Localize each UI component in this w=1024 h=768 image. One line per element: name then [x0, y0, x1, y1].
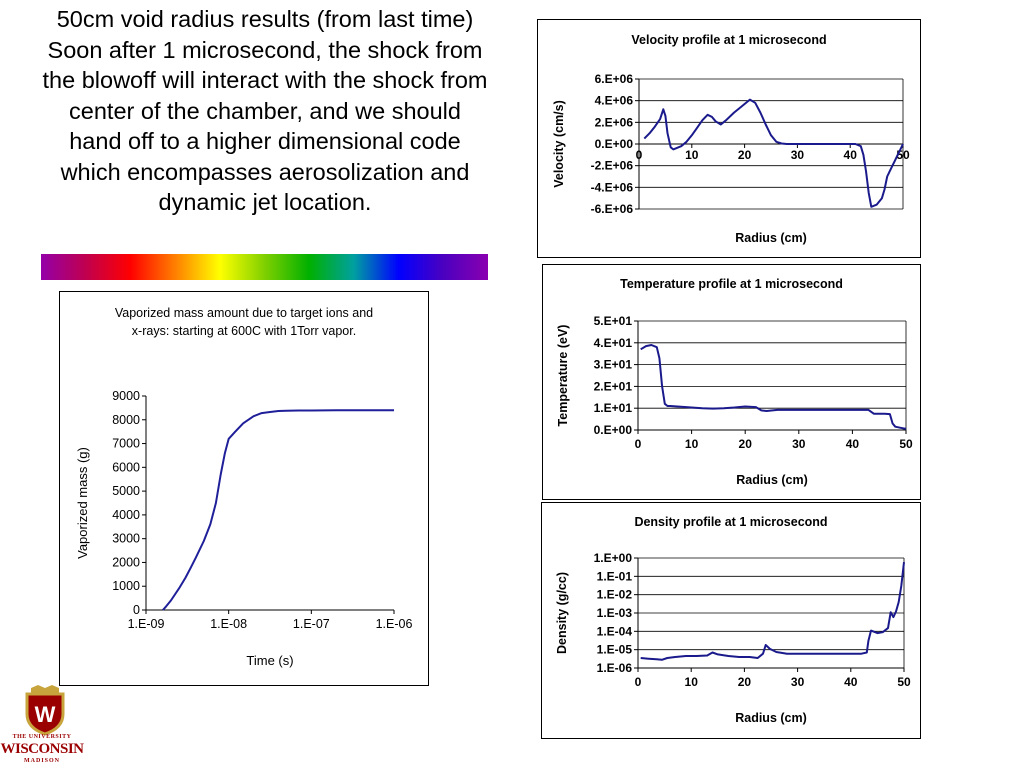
x-tick-label: 1.E-06	[376, 617, 413, 631]
density-chart-panel: Density profile at 1 microsecond 1.E+00 1.…	[541, 502, 921, 739]
x-tick-label: 30	[791, 675, 805, 689]
x-tick-label: 10	[685, 437, 699, 451]
x-axis-label: Time (s)	[246, 653, 293, 668]
chart-title: Vaporized mass amount due to target ions…	[115, 306, 373, 338]
x-tick-label: 20	[739, 437, 753, 451]
y-tick-label: 1.E-05	[597, 643, 633, 657]
x-tick-label: 40	[844, 148, 858, 162]
x-tick-label: 30	[792, 437, 806, 451]
velocity-chart-panel: Velocity profile at 1 microsecond 6.E+06 4…	[537, 19, 921, 258]
y-tick-label: 7000	[112, 437, 140, 451]
x-axis-label: Radius (cm)	[735, 231, 807, 245]
x-tick-label: 0	[636, 148, 643, 162]
y-axis-label: Vaporized mass (g)	[75, 447, 90, 559]
y-tick-label: 6000	[112, 460, 140, 474]
series-line	[643, 98, 904, 208]
y-tick-label: -6.E+06	[591, 202, 634, 216]
x-tick-label: 0	[635, 675, 642, 689]
x-tick-label: 40	[846, 437, 860, 451]
slide-title: 50cm void radius results (from last time…	[42, 6, 488, 215]
svg-text:W: W	[35, 702, 56, 727]
y-tick-label: 1.E-06	[597, 661, 633, 675]
y-tick-label: 9000	[112, 389, 140, 403]
y-tick-label: 8000	[112, 413, 140, 427]
y-tick-label: 4.E+06	[595, 94, 634, 108]
y-tick-label: 2.E+01	[594, 379, 633, 393]
y-tick-label: 1.E-04	[597, 624, 633, 638]
y-tick-label: 3.E+01	[594, 358, 633, 372]
chart-title: Velocity profile at 1 microsecond	[631, 33, 826, 47]
y-tick-label: 0.E+00	[595, 137, 634, 151]
y-tick-label: 0.E+00	[594, 423, 633, 437]
series-line	[162, 409, 394, 611]
y-tick-label: 4.E+01	[594, 336, 633, 350]
y-tick-label: 3000	[112, 532, 140, 546]
y-tick-label: 1.E-03	[597, 606, 633, 620]
y-tick-label: -2.E+06	[591, 159, 634, 173]
university-crest-logo: W	[25, 685, 65, 736]
x-tick-label: 1.E-08	[210, 617, 247, 631]
x-tick-label: 1.E-09	[128, 617, 165, 631]
x-tick-label: 20	[738, 148, 752, 162]
series-line	[640, 561, 905, 661]
y-axis-label: Temperature (eV)	[556, 325, 570, 427]
x-tick-label: 20	[738, 675, 752, 689]
x-tick-label: 40	[844, 675, 858, 689]
y-tick-label: 5000	[112, 484, 140, 498]
logo-line-2: WISCONSIN	[0, 741, 84, 757]
x-tick-label: 1.E-07	[293, 617, 330, 631]
density-chart: Density profile at 1 microsecond 1.E+00 1.…	[555, 515, 911, 725]
spectrum-bar	[41, 254, 488, 280]
y-tick-label: 4000	[112, 508, 140, 522]
x-tick-label: 10	[685, 675, 699, 689]
vaporized-mass-chart: Vaporized mass amount due to target ions…	[75, 306, 413, 668]
x-axis-label: Radius (cm)	[735, 711, 807, 725]
y-tick-label: -4.E+06	[591, 180, 634, 194]
temperature-chart: Temperature profile at 1 microsecond 5.E+…	[556, 277, 913, 487]
logo-line-3: MADISON	[23, 758, 60, 764]
chart-title: Temperature profile at 1 microsecond	[620, 277, 843, 291]
x-tick-label: 30	[791, 148, 805, 162]
y-tick-label: 0	[133, 603, 140, 617]
y-tick-label: 1000	[112, 579, 140, 593]
y-tick-label: 1.E-01	[597, 569, 633, 583]
velocity-chart: Velocity profile at 1 microsecond 6.E+06 4…	[552, 33, 910, 245]
logo-line-1: THE UNIVERSITY	[12, 734, 72, 740]
series-line	[640, 344, 907, 430]
y-tick-label: 6.E+06	[595, 72, 634, 86]
y-axis-label: Density (g/cc)	[555, 572, 569, 654]
y-tick-label: 1.E+01	[594, 401, 633, 415]
chart-title: Density profile at 1 microsecond	[634, 515, 827, 529]
vaporized-mass-chart-panel: Vaporized mass amount due to target ions…	[59, 291, 429, 686]
x-tick-label: 50	[899, 437, 913, 451]
x-tick-label: 50	[897, 675, 911, 689]
temperature-chart-panel: Temperature profile at 1 microsecond 5.E+…	[542, 264, 921, 500]
y-tick-label: 1.E+00	[594, 551, 633, 565]
y-tick-label: 2.E+06	[595, 115, 634, 129]
y-tick-label: 5.E+01	[594, 314, 633, 328]
x-tick-label: 10	[685, 148, 699, 162]
x-tick-label: 0	[635, 437, 642, 451]
y-tick-label: 2000	[112, 555, 140, 569]
x-axis-label: Radius (cm)	[736, 473, 808, 487]
y-tick-label: 1.E-02	[597, 588, 633, 602]
y-axis-label: Velocity (cm/s)	[552, 100, 566, 188]
